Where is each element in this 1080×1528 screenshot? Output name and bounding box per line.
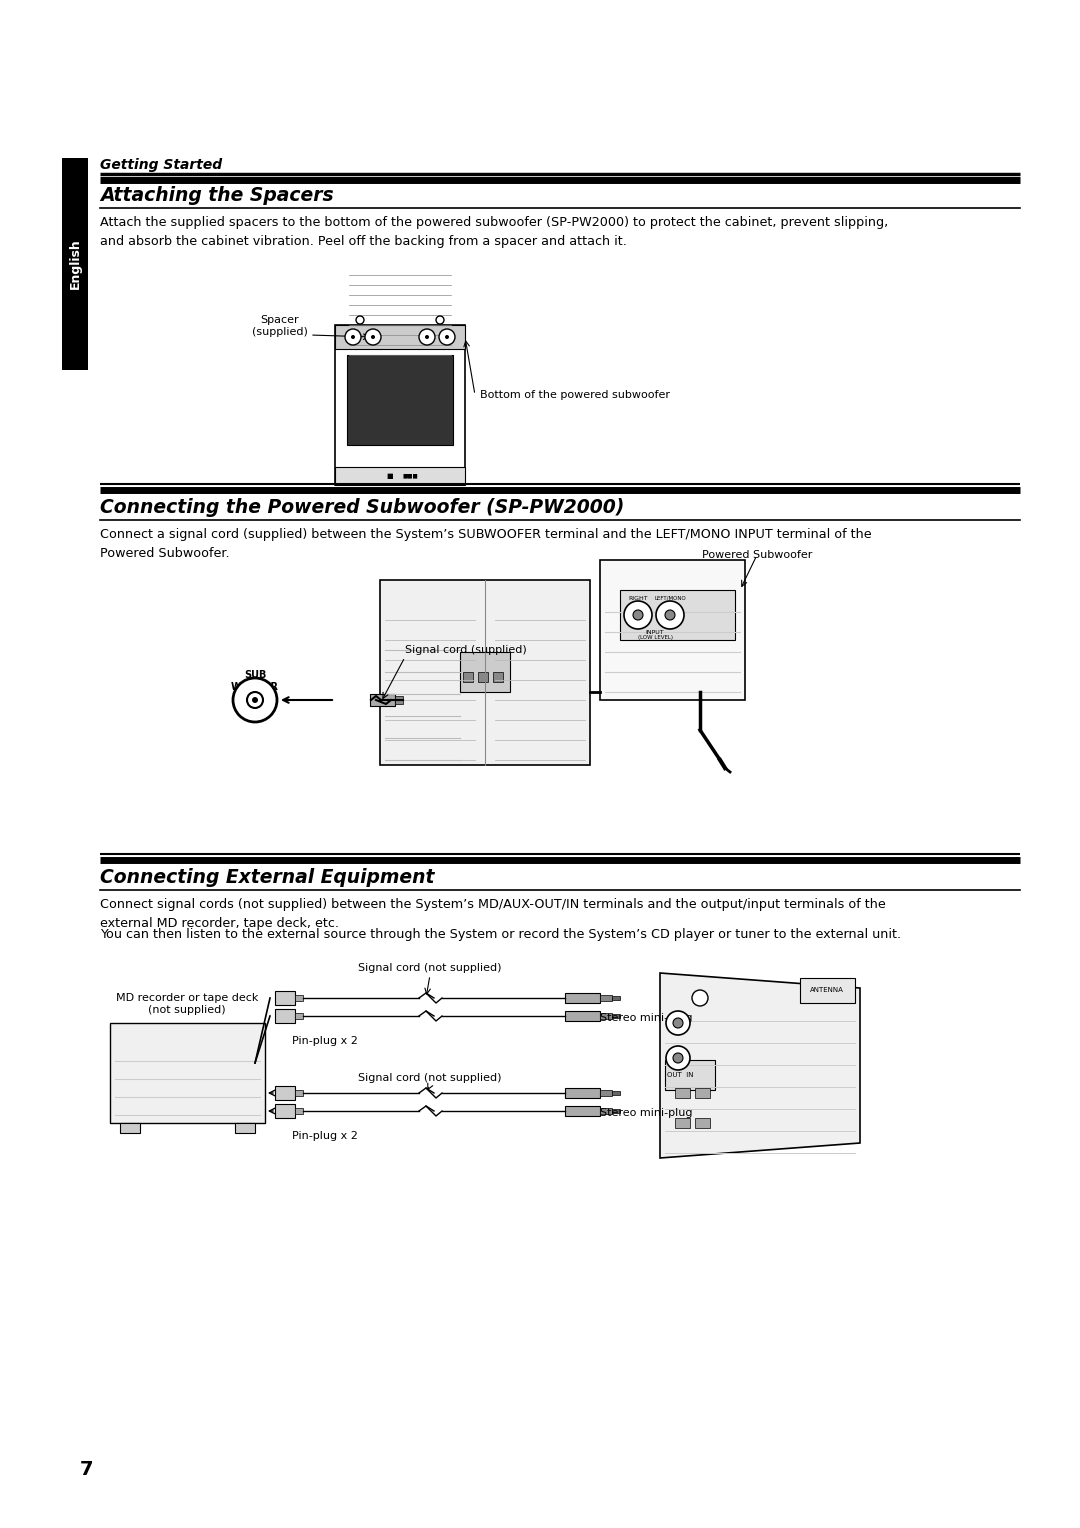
Bar [620,590,735,640]
Circle shape [356,316,364,324]
Bar [600,1108,612,1114]
Bar [675,1118,690,1128]
Text: Powered Subwoofer: Powered Subwoofer [702,550,812,559]
Bar [478,672,488,681]
Text: Pin-plug x 2: Pin-plug x 2 [292,1036,357,1047]
Circle shape [624,601,652,630]
Bar [347,354,453,445]
Bar [492,672,503,681]
Bar [275,992,295,1005]
Bar [380,581,590,766]
Bar [600,995,612,1001]
Text: Getting Started: Getting Started [100,157,222,173]
Circle shape [438,329,455,345]
Circle shape [247,692,264,707]
Text: ■: ■ [387,474,393,478]
Bar [370,694,395,706]
Text: Spacer
(supplied): Spacer (supplied) [252,315,308,336]
Circle shape [666,1047,690,1070]
Bar [295,1013,303,1019]
Circle shape [673,1053,683,1063]
Circle shape [419,329,435,345]
Circle shape [436,316,444,324]
Bar [62,157,87,370]
Circle shape [656,601,684,630]
Circle shape [665,610,675,620]
Circle shape [351,335,355,339]
Circle shape [345,329,361,345]
Bar [335,325,465,348]
Bar [675,1088,690,1099]
Text: Signal cord (supplied): Signal cord (supplied) [405,645,527,656]
Text: Bottom of the powered subwoofer: Bottom of the powered subwoofer [480,390,670,400]
Text: Signal cord (not supplied): Signal cord (not supplied) [359,963,502,973]
Bar [565,1088,600,1099]
Text: Signal cord (not supplied): Signal cord (not supplied) [359,1073,502,1083]
Text: Connect a signal cord (supplied) between the System’s SUBWOOFER terminal and the: Connect a signal cord (supplied) between… [100,529,872,559]
Text: Connect signal cords (not supplied) between the System’s MD/AUX-OUT/IN terminals: Connect signal cords (not supplied) betw… [100,898,886,931]
Circle shape [692,990,708,1005]
Bar [335,325,465,484]
Bar [395,695,403,704]
Bar [235,1123,255,1132]
Bar [275,1008,295,1024]
Polygon shape [660,973,860,1158]
Text: Connecting the Powered Subwoofer (SP-PW2000): Connecting the Powered Subwoofer (SP-PW2… [100,498,624,516]
Circle shape [365,329,381,345]
Bar [612,996,620,999]
Bar [612,1015,620,1018]
Bar [295,1108,303,1114]
Text: 7: 7 [80,1459,94,1479]
Bar [612,1109,620,1112]
Text: Attaching the Spacers: Attaching the Spacers [100,186,334,205]
Text: OUT  IN: OUT IN [666,1073,693,1077]
Circle shape [426,335,429,339]
Text: You can then listen to the external source through the System or record the Syst: You can then listen to the external sour… [100,927,901,941]
Bar [600,1089,612,1096]
Text: English: English [68,238,81,289]
Bar [275,1086,295,1100]
Text: Stereo mini-plug: Stereo mini-plug [600,1108,692,1118]
Text: Connecting External Equipment: Connecting External Equipment [100,868,434,886]
Text: SUB
WOOFER: SUB WOOFER [231,669,279,692]
Bar [600,559,745,700]
Bar [460,652,510,692]
Text: MD recorder or tape deck
(not supplied): MD recorder or tape deck (not supplied) [116,993,258,1015]
Circle shape [666,1012,690,1034]
Text: ANTENNA: ANTENNA [810,987,843,993]
Bar [335,468,465,484]
Text: RIGHT: RIGHT [629,596,648,601]
Text: INPUT: INPUT [646,630,664,634]
Circle shape [633,610,643,620]
Bar [800,978,855,1002]
Text: Stereo mini-plug: Stereo mini-plug [600,1013,692,1024]
Bar [696,1118,710,1128]
Bar [295,1089,303,1096]
Circle shape [673,1018,683,1028]
Bar [110,1024,265,1123]
Bar [295,995,303,1001]
Text: Pin-plug x 2: Pin-plug x 2 [292,1131,357,1141]
Bar [612,1091,620,1096]
Bar [696,1088,710,1099]
Text: Attach the supplied spacers to the bottom of the powered subwoofer (SP-PW2000) t: Attach the supplied spacers to the botto… [100,215,888,248]
Circle shape [445,335,449,339]
Bar [565,993,600,1002]
Bar [600,1013,612,1019]
Text: (LOW LEVEL): (LOW LEVEL) [637,636,673,640]
Bar [120,1123,140,1132]
Circle shape [252,697,258,703]
Bar [275,1105,295,1118]
Bar [565,1106,600,1115]
Bar [665,1060,715,1089]
Bar [565,1012,600,1021]
Circle shape [372,335,375,339]
Bar [463,672,473,681]
Text: ■■■: ■■■ [402,474,418,478]
Text: LEFT/MONO: LEFT/MONO [654,596,686,601]
Circle shape [233,678,276,723]
